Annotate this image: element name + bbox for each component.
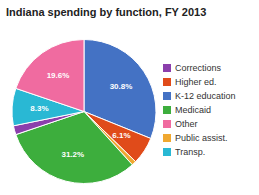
html-text:Medicaid: Medicaid: [175, 104, 211, 115]
html-text:K-12 education: K-12 education: [175, 90, 236, 101]
html-text:Higher ed.: Higher ed.: [175, 76, 217, 87]
svg-text:30.8%: 30.8%: [110, 82, 133, 91]
html-text:Transp.: Transp.: [175, 146, 206, 157]
html-text:Corrections: Corrections: [175, 62, 221, 73]
html-text:Public assist.: Public assist.: [175, 132, 228, 143]
svg-text:8.3%: 8.3%: [30, 104, 48, 113]
svg-text:31.2%: 31.2%: [61, 150, 84, 159]
svg-text:19.6%: 19.6%: [47, 71, 70, 80]
html-text:Indiana spending by function,: Indiana spending by function, FY 2013: [6, 6, 207, 18]
svg-text:6.1%: 6.1%: [112, 131, 130, 140]
html-text:Other: Other: [175, 118, 198, 129]
